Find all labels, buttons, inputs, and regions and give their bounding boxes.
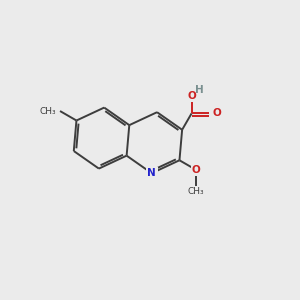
Text: N: N [147, 168, 156, 178]
Text: CH₃: CH₃ [39, 106, 56, 116]
Text: H: H [195, 85, 204, 95]
Text: O: O [191, 165, 200, 175]
Text: O: O [187, 92, 196, 101]
Text: CH₃: CH₃ [188, 187, 204, 196]
Text: O: O [213, 108, 222, 118]
